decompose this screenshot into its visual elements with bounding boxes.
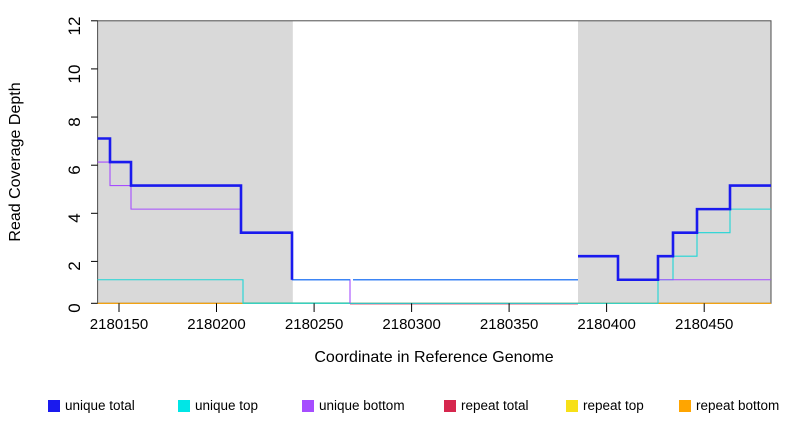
svg-text:2180400: 2180400 xyxy=(577,316,635,333)
svg-text:12: 12 xyxy=(65,17,84,36)
svg-text:repeat top: repeat top xyxy=(583,398,644,413)
svg-text:Coordinate in Reference Genome: Coordinate in Reference Genome xyxy=(314,349,553,366)
svg-text:8: 8 xyxy=(65,117,84,126)
svg-text:10: 10 xyxy=(65,65,84,84)
svg-text:4: 4 xyxy=(65,213,84,222)
svg-text:unique bottom: unique bottom xyxy=(319,398,405,413)
svg-text:Read Coverage Depth: Read Coverage Depth xyxy=(7,82,24,241)
svg-text:2180200: 2180200 xyxy=(187,316,245,333)
svg-text:6: 6 xyxy=(65,165,84,174)
svg-text:repeat total: repeat total xyxy=(461,398,529,413)
svg-text:2180450: 2180450 xyxy=(675,316,733,333)
svg-text:repeat bottom: repeat bottom xyxy=(696,398,779,413)
svg-text:2180300: 2180300 xyxy=(382,316,440,333)
svg-text:unique top: unique top xyxy=(195,398,258,413)
svg-text:2: 2 xyxy=(65,261,84,270)
svg-text:2180250: 2180250 xyxy=(285,316,343,333)
svg-text:2180350: 2180350 xyxy=(480,316,538,333)
svg-text:2180150: 2180150 xyxy=(90,316,148,333)
svg-text:0: 0 xyxy=(65,303,84,312)
svg-text:unique total: unique total xyxy=(65,398,135,413)
